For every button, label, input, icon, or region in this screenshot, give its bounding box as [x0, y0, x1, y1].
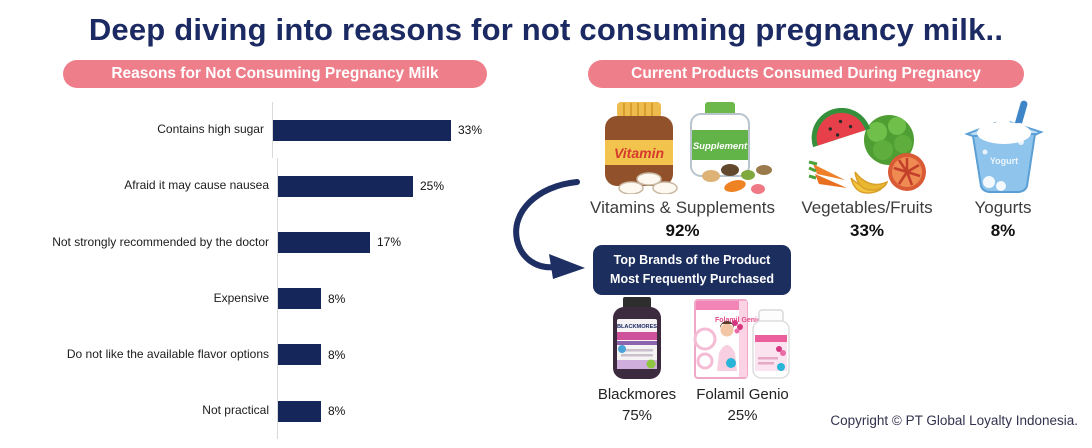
chart-bar-area: 17%	[277, 214, 482, 271]
folamil-genio-box-icon: Folamil Genio	[685, 297, 800, 381]
brand-value: 75%	[621, 407, 653, 424]
copyright-text: Copyright © PT Global Loyalty Indonesia.	[830, 413, 1078, 428]
product-name: Vegetables/Fruits	[801, 198, 933, 217]
brand-card-blackmores: BLACKMORES Blackmores 75%	[592, 297, 682, 424]
bar-chart-rows: Contains high sugar 33% Afraid it may caus…	[0, 102, 482, 440]
top-brands-box: Top Brands of the Product Most Frequentl…	[593, 245, 791, 295]
reasons-bar-chart: Contains high sugar 33% Afraid it may caus…	[0, 102, 482, 440]
chart-bar	[278, 400, 321, 422]
chart-category-label: Contains high sugar	[157, 122, 264, 137]
chart-category-label: Not practical	[202, 403, 269, 418]
product-value: 33%	[849, 221, 885, 240]
chart-bar-area: 25%	[277, 158, 482, 215]
chart-row: Do not like the available flavor options…	[0, 326, 482, 383]
chart-category-label: Expensive	[213, 290, 269, 305]
vitamins-supplements-icon: Vitamin Supplement	[580, 100, 785, 194]
brand-value: 25%	[727, 407, 758, 424]
brand-card-folamil-genio: Folamil Genio Folamil Genio 25%	[685, 297, 800, 424]
product-card-yogurts: Yogurt Yogurts 8%	[943, 100, 1063, 241]
yogurt-icon: Yogurt	[943, 100, 1063, 194]
product-card-vegetables-fruits: Vegetables/Fruits 33%	[797, 100, 937, 241]
chart-row: Contains high sugar 33%	[0, 102, 482, 159]
top-brands-line1: Top Brands of the Product	[613, 253, 771, 267]
brand-name: Folamil Genio	[696, 386, 789, 403]
chart-bar-area: 8%	[277, 270, 482, 327]
product-name: Vitamins & Supplements	[590, 198, 775, 217]
blackmores-label-text: BLACKMORES	[617, 324, 657, 330]
left-section-header: Reasons for Not Consuming Pregnancy Milk	[63, 60, 487, 88]
chart-bar	[278, 288, 321, 310]
chart-value-label: 8%	[328, 404, 346, 419]
product-value: 92%	[665, 221, 700, 240]
chart-row: Afraid it may cause nausea 25%	[0, 158, 482, 215]
chart-bar-area: 8%	[277, 326, 482, 383]
chart-row: Expensive 8%	[0, 270, 482, 327]
right-section-header: Current Products Consumed During Pregnan…	[588, 60, 1024, 88]
chart-bar-area: 33%	[271, 102, 482, 159]
page-title: Deep diving into reasons for not consumi…	[88, 12, 1004, 47]
chart-value-label: 17%	[377, 235, 402, 250]
chart-row: Not strongly recommended by the doctor 17…	[0, 214, 482, 271]
chart-bar	[278, 175, 413, 197]
top-brands-line2: Most Frequently Purchased	[610, 271, 774, 286]
chart-bar-area: 8%	[277, 382, 482, 440]
chart-bar	[278, 231, 370, 253]
chart-value-label: 8%	[328, 291, 346, 306]
product-card-vitamins: Vitamin Supplement Vitamins & Supplement…	[580, 100, 785, 241]
chart-bar	[272, 119, 451, 141]
chart-bar	[278, 344, 321, 366]
chart-value-label: 25%	[420, 179, 445, 194]
chart-row: Not practical 8%	[0, 382, 482, 440]
folamil-box-label-text: Folamil Genio	[715, 317, 761, 324]
svg-text:Vitamin: Vitamin	[613, 145, 663, 161]
chart-value-label: 33%	[457, 123, 482, 138]
product-value: 8%	[990, 221, 1016, 240]
curved-arrow-icon	[503, 178, 595, 285]
chart-category-label: Not strongly recommended by the doctor	[52, 234, 269, 249]
chart-value-label: 8%	[328, 347, 346, 362]
vegetables-fruits-icon	[797, 100, 937, 194]
blackmores-bottle-icon: BLACKMORES	[592, 297, 682, 381]
product-name: Yogurts	[974, 198, 1032, 217]
chart-category-label: Do not like the available flavor options	[66, 346, 269, 361]
svg-text:Supplement: Supplement	[692, 141, 747, 152]
chart-category-label: Afraid it may cause nausea	[124, 178, 269, 193]
yogurt-cup-label: Yogurt	[990, 156, 1018, 166]
brand-name: Blackmores	[597, 386, 677, 403]
